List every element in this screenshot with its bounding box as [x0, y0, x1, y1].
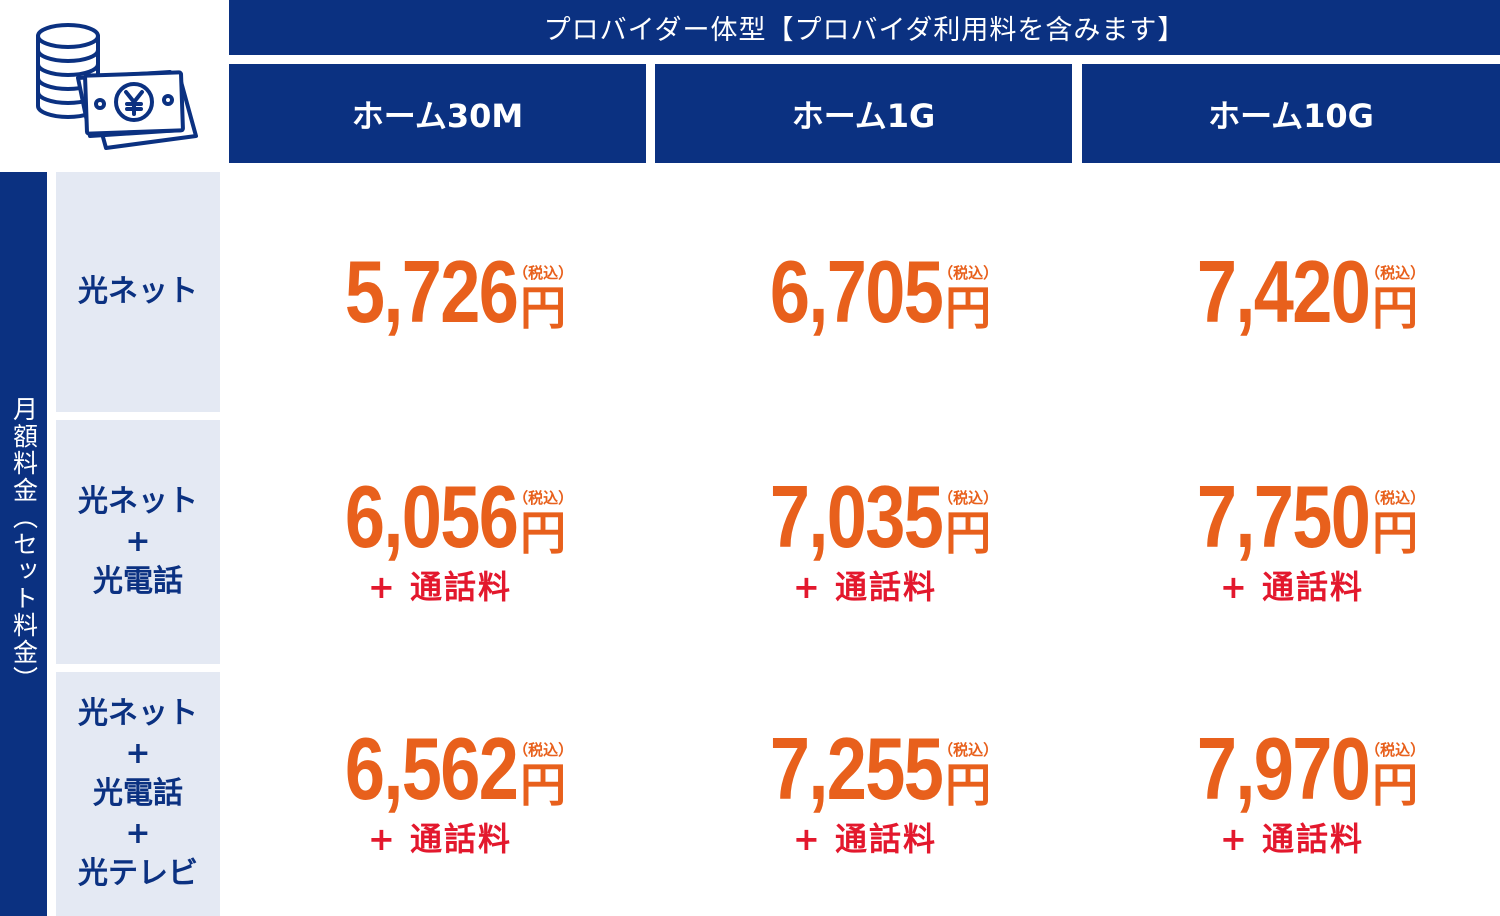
- price-cell: 6,056 （税込）円 + 通話料: [230, 420, 650, 664]
- currency-yen: 円: [520, 506, 567, 560]
- call-charge-note: + 通話料: [368, 568, 512, 606]
- tax-included-note: （税込）: [938, 264, 999, 282]
- call-charge-note: + 通話料: [793, 820, 937, 858]
- price-cell: 7,750 （税込）円 + 通話料: [1082, 420, 1500, 664]
- row-label-line: 光ネット: [78, 484, 198, 519]
- call-charge-note: + 通話料: [368, 820, 512, 858]
- price-amount: 7,255: [769, 719, 944, 818]
- row-label-line: 光電話: [93, 776, 183, 811]
- plan-name: ホーム10G: [1208, 96, 1374, 135]
- price-line: 7,420 （税込）円: [1159, 242, 1426, 341]
- currency-yen: 円: [1372, 281, 1419, 335]
- monthly-fee-side-label: 月額料金（セット料金）: [0, 172, 47, 916]
- price-line: 6,705 （税込）円: [732, 242, 999, 341]
- currency-yen: 円: [945, 281, 992, 335]
- call-charge-note: + 通話料: [793, 568, 937, 606]
- price-amount: 6,562: [344, 719, 519, 818]
- price-cell: 6,705 （税込）円: [655, 172, 1075, 412]
- coins-and-yen-bill-icon: [30, 18, 200, 158]
- tax-included-note: （税込）: [1365, 264, 1426, 282]
- row-label-plus: +: [125, 816, 151, 851]
- plan-header-30m: ホーム30M: [229, 64, 646, 163]
- currency-yen: 円: [520, 758, 567, 812]
- currency-yen: 円: [1372, 758, 1419, 812]
- price-cell: 7,035 （税込）円 + 通話料: [655, 420, 1075, 664]
- row-label-net-phone: 光ネット + 光電話: [56, 420, 220, 664]
- price-amount: 6,705: [769, 242, 944, 341]
- tax-included-note: （税込）: [938, 741, 999, 759]
- tax-included-note: （税込）: [1365, 741, 1426, 759]
- price-line: 7,035 （税込）円: [732, 467, 999, 566]
- price-amount: 7,420: [1196, 242, 1371, 341]
- provider-title: プロバイダー体型【プロバイダ利用料を含みます】: [543, 15, 1186, 46]
- price-line: 5,726 （税込）円: [307, 242, 574, 341]
- tax-included-note: （税込）: [513, 741, 574, 759]
- call-charge-note: + 通話料: [1220, 568, 1364, 606]
- row-label-line: 光ネット: [78, 696, 198, 731]
- currency-yen: 円: [520, 281, 567, 335]
- plan-name: ホーム1G: [791, 96, 936, 135]
- price-line: 7,750 （税込）円: [1159, 467, 1426, 566]
- side-label-text: 月額料金（セット料金）: [9, 395, 39, 693]
- call-charge-note: + 通話料: [1220, 820, 1364, 858]
- tax-included-note: （税込）: [513, 264, 574, 282]
- row-label-net: 光ネット: [56, 172, 220, 412]
- price-amount: 7,970: [1196, 719, 1371, 818]
- price-cell: 7,420 （税込）円: [1082, 172, 1500, 412]
- provider-header: プロバイダー体型【プロバイダ利用料を含みます】: [229, 0, 1500, 55]
- price-amount: 5,726: [344, 242, 519, 341]
- price-line: 6,562 （税込）円: [307, 719, 574, 818]
- plan-name: ホーム30M: [351, 96, 524, 135]
- price-amount: 7,035: [769, 467, 944, 566]
- plan-header-10g: ホーム10G: [1082, 64, 1500, 163]
- tax-included-note: （税込）: [513, 489, 574, 507]
- price-cell: 7,255 （税込）円 + 通話料: [655, 672, 1075, 916]
- plan-header-1g: ホーム1G: [655, 64, 1072, 163]
- price-line: 7,255 （税込）円: [732, 719, 999, 818]
- tax-included-note: （税込）: [938, 489, 999, 507]
- price-cell: 6,562 （税込）円 + 通話料: [230, 672, 650, 916]
- row-label-line: 光ネット: [78, 274, 198, 309]
- price-line: 6,056 （税込）円: [307, 467, 574, 566]
- row-label-line: 光電話: [93, 564, 183, 599]
- price-amount: 7,750: [1196, 467, 1371, 566]
- currency-yen: 円: [945, 506, 992, 560]
- price-cell: 7,970 （税込）円 + 通話料: [1082, 672, 1500, 916]
- price-amount: 6,056: [344, 467, 519, 566]
- row-label-line: 光テレビ: [78, 856, 198, 891]
- currency-yen: 円: [945, 758, 992, 812]
- price-line: 7,970 （税込）円: [1159, 719, 1426, 818]
- price-cell: 5,726 （税込）円: [230, 172, 650, 412]
- tax-included-note: （税込）: [1365, 489, 1426, 507]
- row-label-plus: +: [125, 736, 151, 771]
- currency-yen: 円: [1372, 506, 1419, 560]
- row-label-net-phone-tv: 光ネット + 光電話 + 光テレビ: [56, 672, 220, 916]
- row-label-plus: +: [125, 524, 151, 559]
